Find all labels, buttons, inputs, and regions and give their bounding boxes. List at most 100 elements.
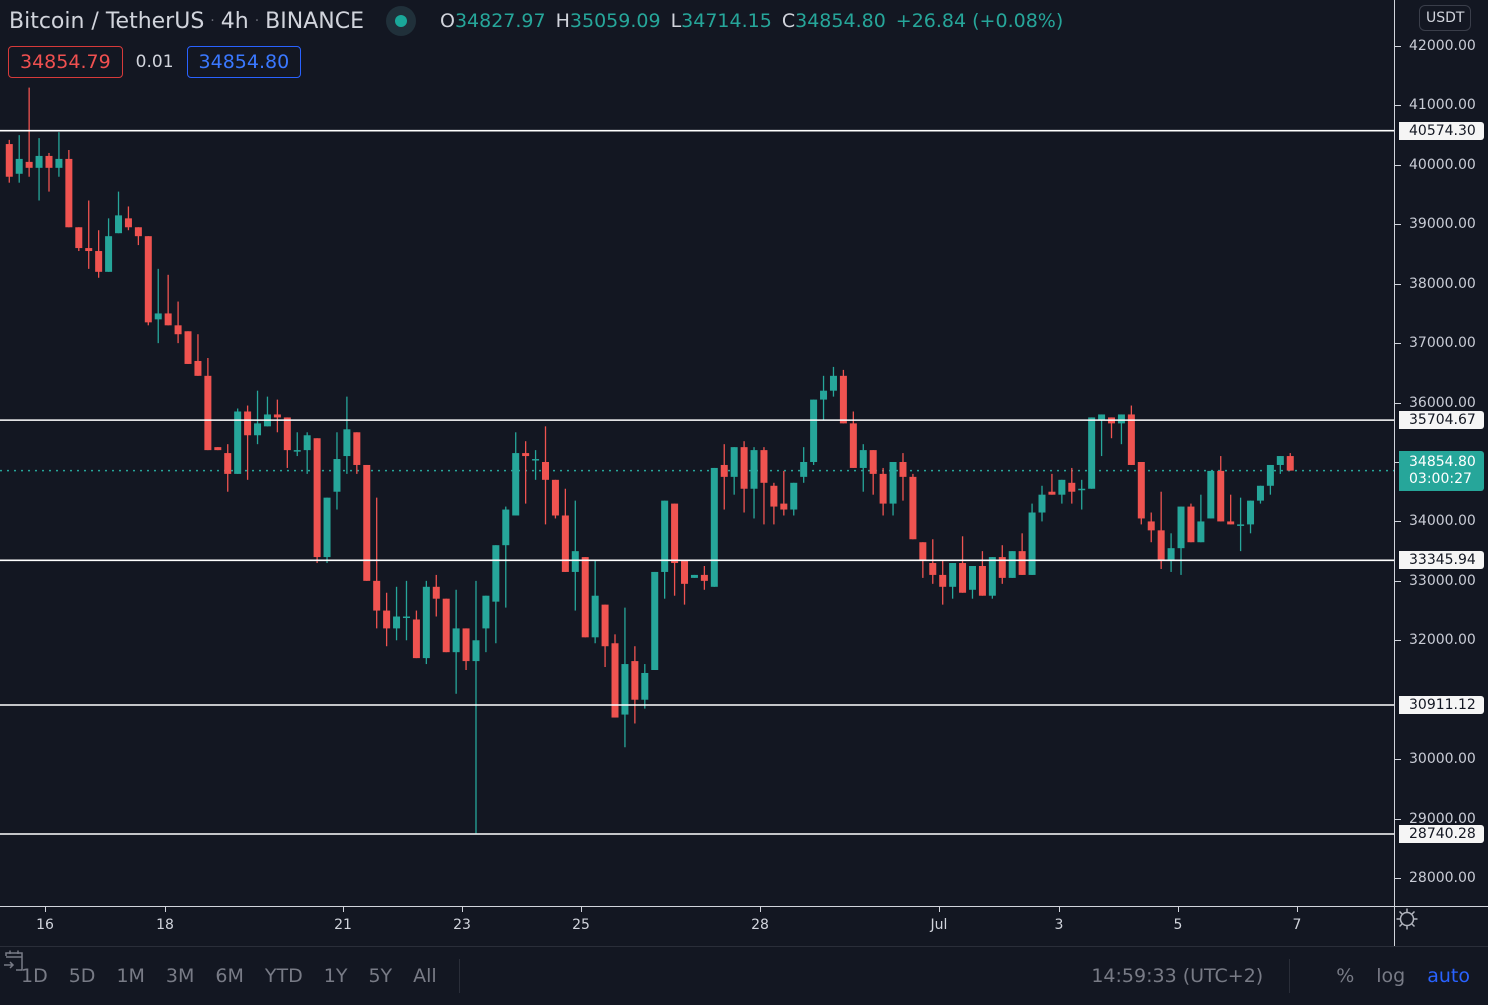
candle[interactable] xyxy=(939,560,947,605)
candle[interactable] xyxy=(1207,470,1215,519)
candle[interactable] xyxy=(700,566,708,590)
candle[interactable] xyxy=(641,664,649,709)
candle[interactable] xyxy=(571,500,579,611)
candle[interactable] xyxy=(95,230,103,278)
candle[interactable] xyxy=(1038,485,1046,522)
candle[interactable] xyxy=(829,366,837,397)
candle[interactable] xyxy=(681,560,689,605)
candle[interactable] xyxy=(710,467,718,587)
candle[interactable] xyxy=(1266,464,1274,495)
candle[interactable] xyxy=(55,132,63,177)
candle[interactable] xyxy=(432,574,440,617)
candle[interactable] xyxy=(273,399,281,433)
candle[interactable] xyxy=(1137,462,1145,525)
candle[interactable] xyxy=(115,191,123,234)
candle[interactable] xyxy=(740,441,748,513)
candle[interactable] xyxy=(144,236,152,326)
candle[interactable] xyxy=(611,634,619,718)
price-axis[interactable]: USDT 42000.00 41000.00 40000.00 39000.00 380… xyxy=(1394,0,1488,906)
candle[interactable] xyxy=(263,396,271,427)
candle[interactable] xyxy=(353,432,361,474)
candle[interactable] xyxy=(899,453,907,501)
candle[interactable] xyxy=(1058,479,1066,504)
candle[interactable] xyxy=(859,444,867,492)
candle[interactable] xyxy=(1117,414,1125,445)
candle[interactable] xyxy=(25,87,33,177)
candle[interactable] xyxy=(174,301,182,344)
candle[interactable] xyxy=(422,580,430,665)
buy-button[interactable]: 34854.80 xyxy=(186,46,302,78)
market-status-indicator[interactable] xyxy=(385,6,416,36)
candle[interactable] xyxy=(671,503,679,596)
range-ytd[interactable]: YTD xyxy=(264,965,303,987)
candle[interactable] xyxy=(1286,453,1294,471)
candle[interactable] xyxy=(909,473,917,540)
candle[interactable] xyxy=(244,405,252,480)
log-scale-toggle[interactable]: log xyxy=(1376,965,1406,987)
candle[interactable] xyxy=(512,432,520,516)
range-all[interactable]: All xyxy=(413,965,437,987)
candle[interactable] xyxy=(452,589,460,694)
symbol-name[interactable]: Bitcoin / TetherUS xyxy=(9,8,205,34)
candle[interactable] xyxy=(313,438,321,564)
candle[interactable] xyxy=(124,206,132,231)
candle[interactable] xyxy=(1237,497,1245,552)
candle[interactable] xyxy=(134,227,142,246)
candle[interactable] xyxy=(1018,533,1026,575)
candle[interactable] xyxy=(204,358,212,451)
candle[interactable] xyxy=(889,462,897,516)
candle[interactable] xyxy=(1147,512,1155,543)
candle[interactable] xyxy=(1256,485,1264,504)
candle[interactable] xyxy=(1028,503,1036,575)
candle[interactable] xyxy=(780,470,788,516)
candle[interactable] xyxy=(194,334,202,376)
candle[interactable] xyxy=(333,432,341,510)
candle[interactable] xyxy=(45,152,53,192)
time-axis[interactable]: 16 18 21 23 25 28 Jul 3 5 7 xyxy=(0,906,1394,947)
candle[interactable] xyxy=(949,563,957,599)
candle[interactable] xyxy=(770,482,778,525)
candlestick-chart[interactable] xyxy=(0,0,1394,906)
range-3m[interactable]: 3M xyxy=(165,965,195,987)
candle[interactable] xyxy=(690,574,698,578)
candle[interactable] xyxy=(363,464,371,581)
candle[interactable] xyxy=(1068,467,1076,504)
candle[interactable] xyxy=(1276,456,1284,474)
candle[interactable] xyxy=(1008,551,1016,578)
candle[interactable] xyxy=(1217,456,1225,522)
candle[interactable] xyxy=(790,482,798,516)
candle[interactable] xyxy=(978,551,986,596)
candle[interactable] xyxy=(959,536,967,593)
candle[interactable] xyxy=(810,399,818,465)
candle[interactable] xyxy=(164,274,172,326)
candle[interactable] xyxy=(442,598,450,653)
candle[interactable] xyxy=(532,450,540,480)
sell-button[interactable]: 34854.79 xyxy=(8,46,123,78)
candle[interactable] xyxy=(1088,417,1096,489)
candle[interactable] xyxy=(1048,473,1056,495)
chart-settings-button[interactable] xyxy=(1394,906,1488,947)
percent-scale-toggle[interactable]: % xyxy=(1336,965,1355,987)
range-1d[interactable]: 1D xyxy=(21,965,48,987)
candle[interactable] xyxy=(542,426,549,525)
range-6m[interactable]: 6M xyxy=(215,965,244,987)
candle[interactable] xyxy=(839,369,847,424)
candle[interactable] xyxy=(651,571,659,670)
candle[interactable] xyxy=(472,580,480,834)
candle[interactable] xyxy=(1157,491,1165,569)
candle[interactable] xyxy=(661,500,669,599)
candle[interactable] xyxy=(393,586,401,641)
candle[interactable] xyxy=(1177,506,1185,575)
candle[interactable] xyxy=(293,432,301,457)
candle[interactable] xyxy=(800,447,808,483)
clock-timezone[interactable]: 14:59:33 (UTC+2) xyxy=(1091,965,1264,987)
candle[interactable] xyxy=(65,150,73,228)
candle[interactable] xyxy=(1197,494,1205,543)
candle[interactable] xyxy=(402,580,410,641)
candle[interactable] xyxy=(581,557,589,638)
candle[interactable] xyxy=(214,447,222,451)
currency-selector[interactable]: USDT xyxy=(1419,5,1472,31)
candle[interactable] xyxy=(551,479,559,519)
candle[interactable] xyxy=(730,447,738,495)
candle[interactable] xyxy=(1187,503,1195,543)
